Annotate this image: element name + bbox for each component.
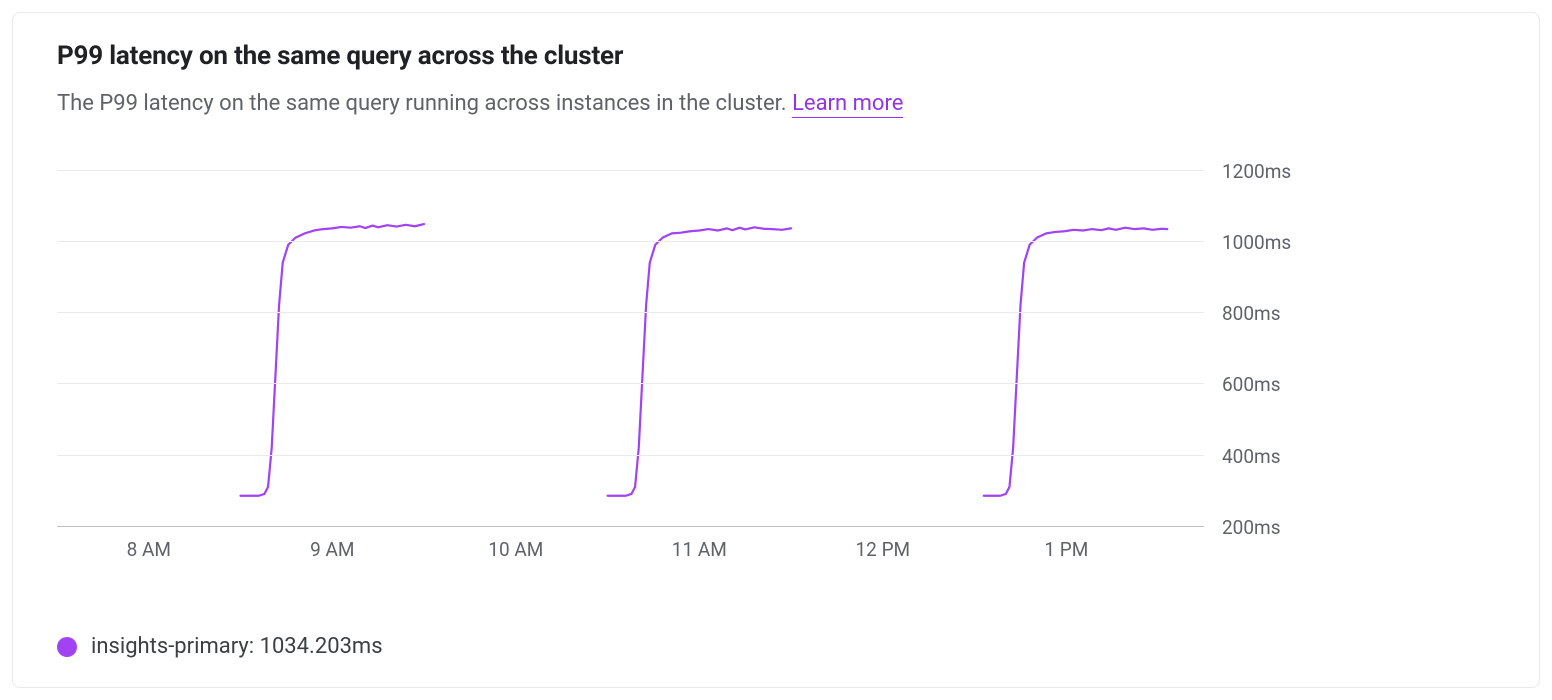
y-tick-label: 600ms	[1222, 373, 1281, 396]
legend-value: 1034.203ms	[260, 634, 383, 659]
chart-wrapper: 200ms400ms600ms800ms1000ms1200ms 8 AM9 A…	[57, 170, 1509, 570]
card-title: P99 latency on the same query across the…	[57, 41, 1509, 71]
y-tick-label: 400ms	[1222, 445, 1281, 468]
gridline	[57, 312, 1204, 313]
x-tick-label: 11 AM	[672, 538, 727, 561]
gridline	[57, 383, 1204, 384]
y-axis-labels: 200ms 400ms 600ms 800ms 1000ms 1200ms	[1222, 160, 1312, 536]
legend-text: insights-primary: 1034.203ms	[91, 634, 383, 659]
x-axis-labels: 8 AM 9 AM 10 AM 11 AM 12 PM 1 PM	[57, 538, 1204, 568]
y-tick-label: 1000ms	[1222, 231, 1291, 254]
x-tick-label: 1 PM	[1044, 538, 1088, 561]
y-tick-label: 800ms	[1222, 302, 1281, 325]
x-tick-label: 8 AM	[127, 538, 171, 561]
learn-more-link[interactable]: Learn more	[792, 91, 903, 118]
legend-series-name: insights-primary	[91, 634, 249, 659]
x-axis-line	[57, 526, 1204, 527]
line-chart-svg	[57, 170, 1204, 526]
card-header: P99 latency on the same query across the…	[13, 13, 1539, 120]
plot-area[interactable]	[57, 170, 1204, 526]
y-tick-label: 1200ms	[1222, 160, 1291, 183]
card-subtitle: The P99 latency on the same query runnin…	[57, 89, 1509, 120]
legend-swatch-icon	[57, 637, 77, 657]
gridline	[57, 241, 1204, 242]
gridline	[57, 455, 1204, 456]
x-tick-label: 12 PM	[856, 538, 911, 561]
subtitle-text: The P99 latency on the same query runnin…	[57, 91, 792, 116]
x-tick-label: 9 AM	[310, 538, 354, 561]
gridline	[57, 170, 1204, 171]
x-tick-label: 10 AM	[488, 538, 543, 561]
chart-legend: insights-primary: 1034.203ms	[57, 634, 383, 659]
latency-card: P99 latency on the same query across the…	[12, 12, 1540, 688]
y-tick-label: 200ms	[1222, 516, 1281, 539]
